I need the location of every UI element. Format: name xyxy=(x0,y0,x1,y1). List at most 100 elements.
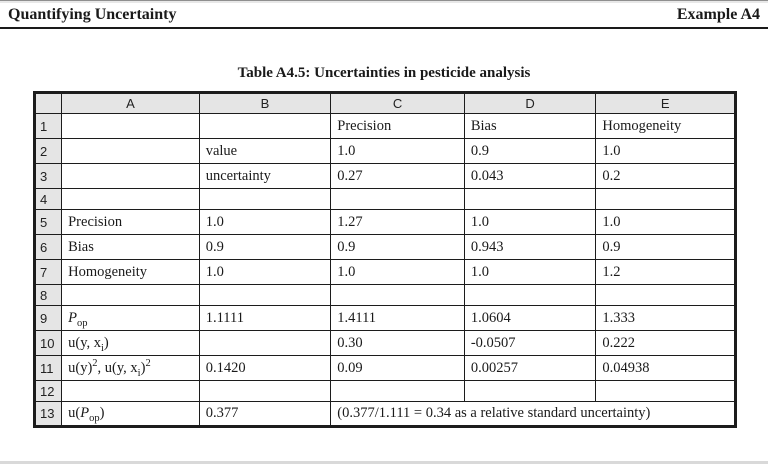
col-header-A: A xyxy=(61,92,200,114)
cell-A11: u(y)2, u(y, xi)2 xyxy=(61,355,200,381)
table-row-13: 13 u(Pop) 0.377 (0.377/1.111 = 0.34 as a… xyxy=(33,401,736,427)
cell-A13-subscript: op xyxy=(89,412,100,424)
cell-E2: 1.0 xyxy=(595,138,736,164)
table-row-2: 2 value 1.0 0.9 1.0 xyxy=(33,138,736,164)
cell-D3: 0.043 xyxy=(463,163,597,189)
header-left-title: Quantifying Uncertainty xyxy=(8,6,177,23)
cell-A10-text: u(y, x xyxy=(68,334,101,351)
cell-A7: Homogeneity xyxy=(61,259,200,285)
header-right-label: Example A4 xyxy=(676,6,760,23)
cell-A11-text-3: ) xyxy=(140,359,146,376)
row-header-13: 13 xyxy=(33,401,63,427)
cell-B2: value xyxy=(198,138,332,164)
cell-C10: 0.30 xyxy=(330,330,465,356)
cell-A11-text-1: u(y) xyxy=(68,359,93,376)
table-row-3: 3 uncertainty 0.27 0.043 0.2 xyxy=(33,163,736,189)
cell-B12 xyxy=(198,380,332,402)
cell-D5: 1.0 xyxy=(463,209,597,235)
col-header-E: E xyxy=(595,92,736,114)
row-header-9: 9 xyxy=(33,305,63,331)
cell-C2: 1.0 xyxy=(330,138,465,164)
cell-B13: 0.377 xyxy=(198,401,332,427)
row-header-1: 1 xyxy=(33,113,63,139)
cell-A5: Precision xyxy=(61,209,200,235)
cell-D12 xyxy=(463,380,597,402)
cell-A13-symbol: P xyxy=(80,405,90,421)
cell-A6: Bias xyxy=(61,234,200,260)
row-header-12: 12 xyxy=(33,380,63,402)
col-header-D: D xyxy=(463,92,597,114)
table-row-5: 5 Precision 1.0 1.27 1.0 1.0 xyxy=(33,209,736,235)
cell-D8 xyxy=(463,284,597,306)
cell-A13: u(Pop) xyxy=(61,401,200,427)
cell-C3: 0.27 xyxy=(330,163,465,189)
table-row-1: 1 Precision Bias Homogeneity xyxy=(33,113,736,139)
cell-C12 xyxy=(330,380,465,402)
cell-B10 xyxy=(198,330,332,356)
row-header-4: 4 xyxy=(33,188,63,210)
cell-E1: Homogeneity xyxy=(595,113,736,139)
table-row-11: 11 u(y)2, u(y, xi)2 0.1420 0.09 0.00257 … xyxy=(33,355,736,381)
cell-A10-close: ) xyxy=(103,334,109,351)
cell-B3: uncertainty xyxy=(198,163,332,189)
table-row-7: 7 Homogeneity 1.0 1.0 1.0 1.2 xyxy=(33,259,736,285)
cell-B9: 1.1111 xyxy=(198,305,332,331)
cell-A8 xyxy=(61,284,200,306)
cell-B6: 0.9 xyxy=(198,234,332,260)
cell-D4 xyxy=(463,188,597,210)
cell-B11: 0.1420 xyxy=(198,355,332,381)
cell-B8 xyxy=(198,284,332,306)
cell-D10: -0.0507 xyxy=(463,330,597,356)
row-header-6: 6 xyxy=(33,234,63,260)
cell-A4 xyxy=(61,188,200,210)
cell-A11-superscript-1: 2 xyxy=(92,357,98,369)
cell-A9-subscript: op xyxy=(76,317,88,329)
cell-E8 xyxy=(595,284,736,306)
window-top-edge xyxy=(0,0,768,3)
cell-B1 xyxy=(198,113,332,139)
cell-C8 xyxy=(330,284,465,306)
cell-A1 xyxy=(61,113,200,139)
spreadsheet-table: A B C D E 1 Precision Bias Homogeneity 2… xyxy=(33,91,737,428)
cell-E7: 1.2 xyxy=(595,259,736,285)
cell-A11-superscript-2: 2 xyxy=(145,357,151,369)
cell-A10: u(y, xi) xyxy=(61,330,200,356)
table-row-4: 4 xyxy=(33,188,736,210)
header-rule xyxy=(0,27,768,29)
cell-D7: 1.0 xyxy=(463,259,597,285)
cell-A9-symbol: P xyxy=(68,309,77,326)
table-row-9: 9 Pop 1.1111 1.4111 1.0604 1.333 xyxy=(33,305,736,331)
cell-A11-text-2: , u(y, x xyxy=(97,359,138,376)
cell-D1: Bias xyxy=(463,113,597,139)
col-header-B: B xyxy=(198,92,332,114)
row-header-10: 10 xyxy=(33,330,63,356)
cell-A9: Pop xyxy=(61,305,200,331)
cell-D11: 0.00257 xyxy=(463,355,597,381)
cell-C13-merged: (0.377/1.111 = 0.34 as a relative standa… xyxy=(330,401,736,427)
cell-A13-close: ) xyxy=(99,405,105,421)
column-header-row: A B C D E xyxy=(33,92,736,114)
cell-E12 xyxy=(595,380,736,402)
cell-D2: 0.9 xyxy=(463,138,597,164)
row-header-2: 2 xyxy=(33,138,63,164)
table-row-6: 6 Bias 0.9 0.9 0.943 0.9 xyxy=(33,234,736,260)
page-header: Quantifying Uncertainty Example A4 xyxy=(0,0,768,24)
cell-C9: 1.4111 xyxy=(330,305,465,331)
cell-E10: 0.222 xyxy=(595,330,736,356)
table-row-10: 10 u(y, xi) 0.30 -0.0507 0.222 xyxy=(33,330,736,356)
cell-E11: 0.04938 xyxy=(595,355,736,381)
cell-E3: 0.2 xyxy=(595,163,736,189)
cell-B4 xyxy=(198,188,332,210)
table-row-12: 12 xyxy=(33,380,736,402)
cell-C4 xyxy=(330,188,465,210)
cell-B5: 1.0 xyxy=(198,209,332,235)
row-header-7: 7 xyxy=(33,259,63,285)
cell-E5: 1.0 xyxy=(595,209,736,235)
cell-C7: 1.0 xyxy=(330,259,465,285)
cell-C5: 1.27 xyxy=(330,209,465,235)
cell-A10-subscript: i xyxy=(101,342,104,354)
cell-D9: 1.0604 xyxy=(463,305,597,331)
cell-A13-text: u( xyxy=(68,405,81,421)
window-bottom-edge xyxy=(0,461,768,464)
cell-C1: Precision xyxy=(330,113,465,139)
